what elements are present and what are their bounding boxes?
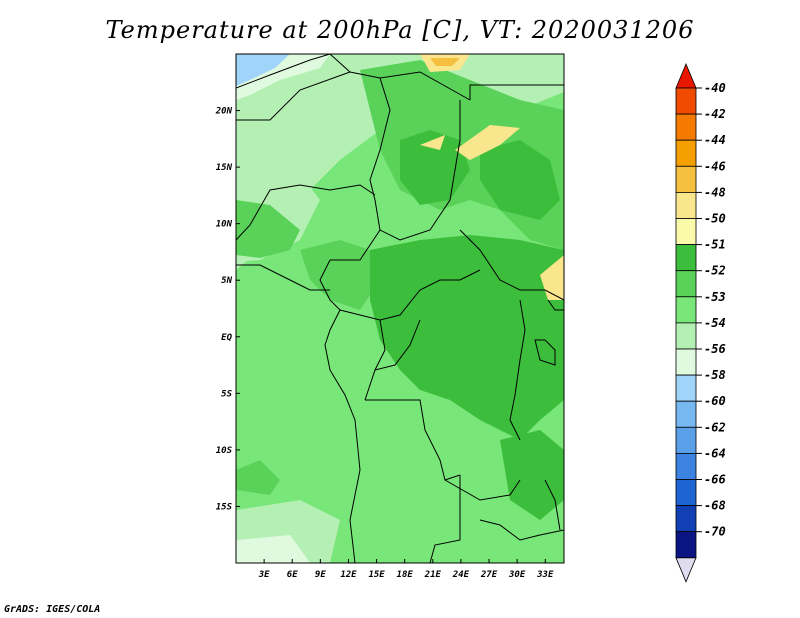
colorbar-label: -46 [704,159,726,173]
lat-label: 10N [216,220,233,230]
colorbar-label: -60 [704,394,726,408]
colorbar-swatch [675,531,697,559]
colorbar-label: -40 [704,81,726,95]
colorbar-swatch [675,165,697,193]
colorbar-label: -68 [704,499,726,513]
colorbar-bottom-arrow [675,557,697,583]
grads-credit: GrADS: IGES/COLA [4,604,101,615]
lat-label: 20N [215,107,233,117]
country-borders [236,54,564,563]
lon-label: 12E [340,570,357,580]
lat-label: 5S [221,389,232,399]
colorbar-swatch [675,452,697,480]
colorbar-label: -66 [704,473,726,487]
lon-label: 9E [315,570,326,580]
colorbar-swatch [675,322,697,350]
colorbar-label: -48 [704,185,726,199]
colorbar: -40 -42 -44 -46 -48 -50 -51 -52 -53 -54 -56 -58 -60 -… [675,62,726,583]
colorbar-label: -70 [704,525,726,539]
colorbar-label: -42 [704,107,726,121]
map-title: Temperature at 200hPa [C], VT: 202003120… [105,16,695,44]
colorbar-top-arrow [675,62,697,89]
colorbar-swatch [675,244,697,272]
longitude-axis: 3E 6E 9E 12E 15E 18E 21E 24E 27E 30E 33E [258,559,554,580]
lon-label: 27E [480,570,498,580]
lat-label: 5N [221,276,232,286]
lon-label: 6E [287,570,298,580]
lon-label: 30E [508,570,526,580]
colorbar-label: -56 [704,342,726,356]
lat-label: EQ [221,333,232,343]
colorbar-swatch [675,348,697,376]
colorbar-label: -62 [704,420,726,434]
lon-label: 18E [397,570,414,580]
colorbar-swatch [675,296,697,324]
colorbar-swatch [675,113,697,141]
temperature-field [236,54,564,563]
latitude-axis: 20N 15N 10N 5N EQ 5S 10S 15S [215,107,240,512]
colorbar-label: -54 [704,316,726,330]
colorbar-swatch [675,374,697,402]
colorbar-swatch [675,505,697,533]
lon-label: 15E [368,570,385,580]
lon-label: 3E [258,570,270,580]
colorbar-label: -51 [704,238,726,252]
colorbar-swatch [675,270,697,298]
lat-label: 15S [216,502,233,512]
colorbar-swatch [675,479,697,507]
colorbar-swatch [675,400,697,428]
lat-label: 15N [216,163,233,173]
colorbar-label: -50 [704,212,726,226]
colorbar-swatch [675,191,697,219]
lat-label: 10S [216,446,233,456]
colorbar-label: -53 [704,290,726,304]
colorbar-swatch [675,87,697,115]
lon-label: 33E [536,570,554,580]
colorbar-swatch [675,218,697,246]
colorbar-swatch [675,426,697,454]
colorbar-label: -58 [704,368,726,382]
lon-label: 24E [452,570,470,580]
colorbar-label: -64 [704,446,726,460]
colorbar-label: -44 [704,133,726,147]
map-frame [235,53,565,564]
lon-label: 21E [424,570,442,580]
colorbar-swatch [675,139,697,167]
colorbar-label: -52 [704,264,726,278]
